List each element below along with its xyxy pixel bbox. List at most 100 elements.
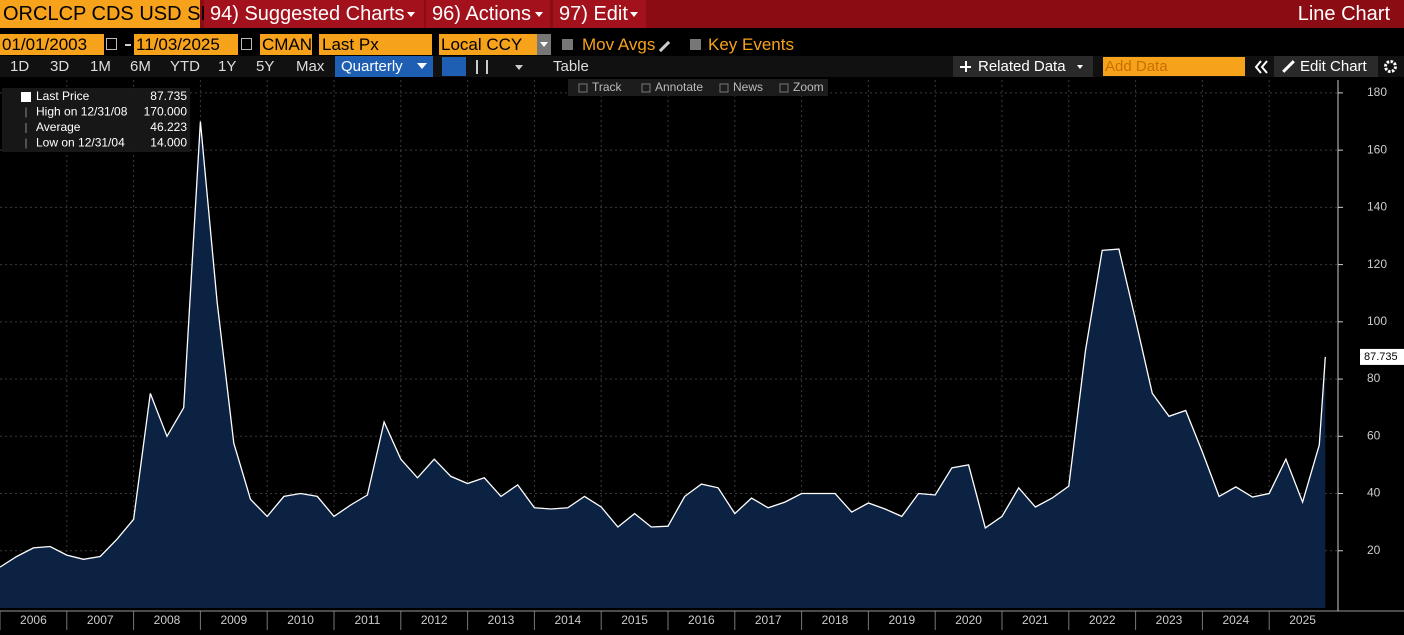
field[interactable]: Last Px: [319, 34, 432, 55]
x-tick-label: 2024: [1222, 613, 1249, 627]
add-data[interactable]: Add Data: [1103, 57, 1245, 76]
line: [0, 121, 1326, 568]
chevron: [1254, 60, 1268, 74]
x-tick-label: 2023: [1156, 613, 1183, 627]
checkbox[interactable]: [562, 39, 573, 50]
x-tick-label: 2017: [755, 613, 782, 627]
x-tick-label: 2025: [1289, 613, 1316, 627]
bar-icon[interactable]: [476, 60, 488, 74]
y-tick-label: 100: [1367, 314, 1387, 328]
plus: [964, 61, 967, 72]
last-value-label: 87.735: [1364, 351, 1398, 363]
y-tick-label: 180: [1367, 85, 1387, 99]
gear-shape: [1384, 60, 1397, 73]
last-value-box: [1360, 348, 1404, 365]
x-tick-label: 2008: [154, 613, 181, 627]
calendar[interactable]: [106, 38, 117, 50]
x-tick-label: 2012: [421, 613, 448, 627]
legend-value: 170.000: [144, 105, 188, 119]
frequency[interactable]: Quarterly: [335, 56, 433, 77]
range-button[interactable]: 1Y: [218, 58, 237, 75]
arrow: [540, 42, 548, 47]
y-tick-label: 160: [1367, 142, 1387, 156]
x-tick-label: 2007: [87, 613, 114, 627]
x-tick-label: 2010: [287, 613, 314, 627]
x-tick-label: 2006: [20, 613, 47, 627]
y-tick-label: 20: [1367, 543, 1381, 557]
checkbox[interactable]: [690, 39, 701, 50]
x-tick-label: 2016: [688, 613, 715, 627]
view[interactable]: Table: [553, 58, 589, 75]
tool-icon: [719, 83, 729, 93]
legend-name: Average: [36, 120, 81, 134]
menu[interactable]: 94) Suggested Charts: [204, 0, 424, 28]
chart-tool: News: [733, 80, 763, 94]
chart-tools: [568, 79, 828, 96]
legend-value: 87.735: [150, 89, 187, 103]
range-button[interactable]: YTD: [170, 58, 200, 75]
menu[interactable]: 96) Actions: [426, 0, 550, 28]
range-button[interactable]: 1M: [90, 58, 111, 75]
x-tick-label: 2011: [354, 613, 380, 627]
legend-swatch: [21, 92, 31, 102]
gear[interactable]: [1382, 58, 1399, 75]
legend: [2, 88, 190, 152]
x-tick-label: 2020: [955, 613, 982, 627]
dash: [125, 44, 131, 46]
legend-name: Last Price: [36, 89, 90, 103]
pencil: [658, 40, 671, 53]
chart-tool: Track: [592, 80, 623, 94]
option[interactable]: Mov Avgs: [582, 35, 656, 54]
collapse[interactable]: [1253, 59, 1269, 75]
y-tick-label: 140: [1367, 200, 1387, 214]
chart-tool: Zoom: [793, 80, 824, 94]
arrow: [630, 12, 638, 17]
arrow: [417, 63, 427, 69]
chart: 20 40 60 80 100 120 140 160 180 2006 2007 2008 2009 2…: [0, 79, 1404, 630]
range-button[interactable]: 5Y: [256, 58, 275, 75]
chart-type: Line Chart: [1297, 3, 1390, 25]
x-tick-label: 2018: [822, 613, 849, 627]
area: [0, 121, 1326, 608]
end-date[interactable]: 11/03/2025: [134, 34, 238, 55]
tool-icon: [779, 83, 789, 93]
start-date[interactable]: 01/01/2003: [0, 34, 104, 55]
x-tick-label: 2021: [1022, 613, 1049, 627]
option[interactable]: Key Events: [708, 35, 794, 54]
x-tick-label: 2014: [554, 613, 581, 627]
x-tick-label: 2009: [220, 613, 247, 627]
arrow: [535, 12, 543, 17]
arrow: [1077, 65, 1083, 69]
range-button[interactable]: 6M: [130, 58, 151, 75]
arrow[interactable]: [515, 65, 523, 70]
arrow: [407, 12, 415, 17]
currency[interactable]: Local CCY: [439, 34, 537, 55]
range-button[interactable]: 3D: [50, 58, 70, 75]
related-button[interactable]: [953, 56, 1093, 77]
legend-name: High on 12/31/08: [36, 105, 128, 119]
y-tick-label: 60: [1367, 428, 1381, 442]
tool-icon: [641, 83, 651, 93]
security[interactable]: ORCLCP CDS USD SR: [0, 0, 215, 28]
calendar[interactable]: [241, 38, 252, 50]
x-tick-label: 2022: [1089, 613, 1116, 627]
line-icon[interactable]: [442, 57, 466, 76]
legend-name: Low on 12/31/04: [36, 136, 125, 150]
y-tick-label: 80: [1367, 371, 1381, 385]
legend-value: 46.223: [150, 120, 187, 134]
range-button[interactable]: 1D: [10, 58, 30, 75]
legend-value: 14.000: [150, 136, 187, 150]
source[interactable]: CMAN: [260, 34, 313, 55]
y-tick-label: 40: [1367, 486, 1381, 500]
edit[interactable]: Edit Chart: [1300, 58, 1367, 75]
tool-icon: [578, 83, 588, 93]
chart-tool: Annotate: [655, 80, 703, 94]
y-tick-label: 120: [1367, 257, 1387, 271]
x-tick-label: 2015: [621, 613, 648, 627]
range-button[interactable]: Max: [296, 58, 325, 75]
edit-button[interactable]: [1274, 56, 1378, 77]
x-tick-label: 2013: [488, 613, 515, 627]
x-tick-label: 2019: [888, 613, 915, 627]
related[interactable]: Related Data: [978, 58, 1066, 75]
